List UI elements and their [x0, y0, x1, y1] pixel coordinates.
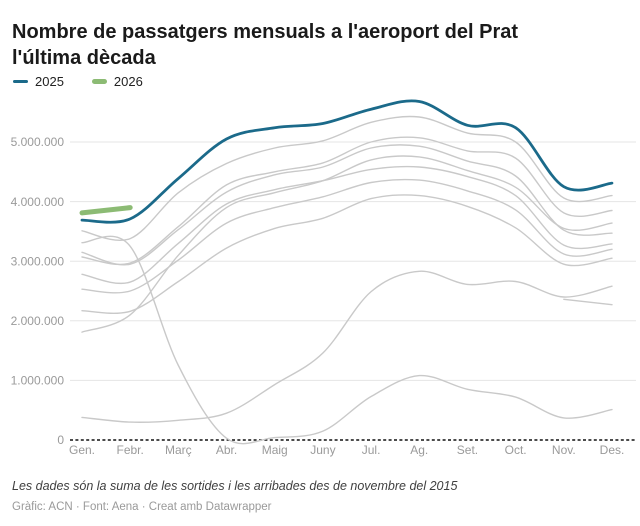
series-line-2019: [81, 144, 613, 266]
x-axis-label: Maig: [262, 443, 288, 457]
series-line-2018: [81, 165, 613, 284]
y-axis-label: 4.000.000: [11, 195, 65, 209]
y-axis-label: 5.000.000: [11, 135, 65, 149]
series-line-2021: [81, 270, 613, 423]
x-axis-label: Jul.: [362, 443, 381, 457]
y-axis-label: 3.000.000: [11, 254, 65, 268]
x-axis-label: Febr.: [117, 443, 144, 457]
series-line-2017: [81, 178, 613, 294]
x-axis-label: Juny: [310, 443, 335, 457]
series-line-2024: [81, 115, 613, 241]
series-line-2020: [81, 235, 613, 445]
x-axis-label: Des.: [600, 443, 625, 457]
legend-label-2025: 2025: [35, 74, 64, 89]
series-line-2026: [79, 205, 133, 216]
legend-item-2025: 2025: [13, 74, 64, 89]
x-axis-label: Ag.: [410, 443, 428, 457]
y-axis-label: 2.000.000: [11, 314, 65, 328]
x-axis-label: Abr.: [216, 443, 237, 457]
series-line-2015: [563, 298, 613, 306]
chart-canvas[interactable]: 0 1.000.000 2.000.000 3.000.000 4.000.000 5.0…: [0, 92, 640, 466]
legend: 2025 2026: [13, 74, 143, 89]
legend-item-2026: 2026: [91, 74, 143, 89]
x-axis-label: Gen.: [69, 443, 95, 457]
chart-byline: Gràfic: ACN · Font: Aena · Creat amb Dat…: [12, 501, 272, 513]
legend-swatch-2025-icon: [13, 80, 28, 83]
chart-footnote: Les dades són la suma de les sortides i …: [12, 479, 458, 493]
x-axis-label: Oct.: [505, 443, 527, 457]
series-line-2023: [81, 136, 613, 266]
x-axis-label: Nov.: [552, 443, 576, 457]
series-line-2025: [80, 99, 614, 224]
x-axis-label: Març: [165, 443, 192, 457]
series-line-2022: [81, 155, 613, 333]
x-axis-label: Set.: [457, 443, 478, 457]
legend-swatch-2026-icon: [91, 79, 107, 84]
series-line-2016: [81, 194, 613, 314]
legend-label-2026: 2026: [113, 74, 143, 89]
y-axis-label: 0: [57, 433, 64, 447]
y-axis-label: 1.000.000: [11, 374, 65, 388]
page-title: Nombre de passatgers mensuals a l'aeropo…: [12, 21, 519, 70]
